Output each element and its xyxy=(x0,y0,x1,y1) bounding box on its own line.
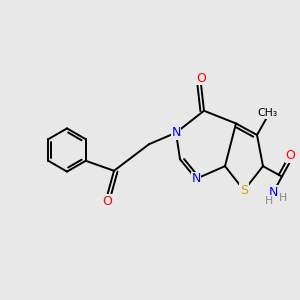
Text: N: N xyxy=(268,186,278,199)
Text: O: O xyxy=(102,195,112,208)
Text: O: O xyxy=(196,72,206,85)
Text: N: N xyxy=(191,172,201,185)
Text: S: S xyxy=(240,184,248,197)
Text: CH₃: CH₃ xyxy=(257,108,278,118)
Text: H: H xyxy=(265,196,273,206)
Text: N: N xyxy=(171,126,181,139)
Text: H: H xyxy=(279,193,287,203)
Text: O: O xyxy=(286,149,296,162)
